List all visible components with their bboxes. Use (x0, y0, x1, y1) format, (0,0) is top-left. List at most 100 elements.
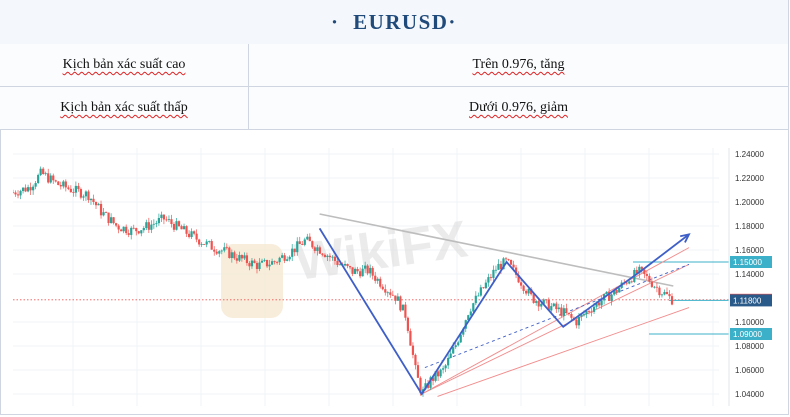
candle-body (263, 259, 266, 261)
candle-body (109, 217, 113, 224)
candle-body (592, 306, 596, 312)
price-chart-svg[interactable]: WikiFX 1.240001.220001.200001.180001.160… (11, 148, 778, 412)
price-tag-label: 1.09000 (733, 330, 762, 339)
candles (11, 166, 674, 397)
candle-body (157, 218, 160, 224)
candle-body (522, 285, 525, 291)
candle-body (366, 265, 369, 274)
candle-body (525, 290, 528, 294)
candle-body (336, 260, 339, 266)
candle-body (565, 308, 568, 313)
candle-body (394, 295, 397, 301)
candle-body (42, 168, 45, 174)
candle-body (233, 252, 236, 259)
candle-body (84, 191, 88, 197)
candle-body (270, 261, 274, 265)
candle-body (545, 299, 548, 301)
candle-body (14, 192, 17, 195)
candle-body (281, 255, 284, 258)
candle-body (220, 250, 223, 252)
candle-body (520, 282, 523, 286)
candle-body (102, 212, 105, 216)
candle-body (444, 365, 447, 369)
candle-body (115, 223, 118, 226)
candle-body (653, 286, 656, 288)
candle-body (449, 353, 452, 359)
candle-body (248, 263, 251, 267)
candle-body (198, 239, 201, 245)
y-tick-label: 1.20000 (735, 198, 764, 207)
candle-body (585, 311, 588, 315)
candle-body (255, 262, 259, 269)
candle-body (228, 247, 231, 259)
candle-body (537, 301, 540, 307)
candle-body (361, 268, 364, 277)
candle-body (608, 292, 611, 301)
candle-body (655, 286, 659, 288)
y-tick-label: 1.18000 (735, 222, 764, 231)
candle-body (575, 319, 578, 326)
price-tag (730, 328, 772, 340)
candle-body (595, 302, 598, 307)
candle-body (406, 317, 410, 331)
candle-body (391, 294, 394, 296)
candle-body (318, 247, 321, 254)
scenario-value-high: Trên 0.976, tăng (249, 44, 788, 86)
candle-body (142, 227, 145, 231)
candle-body (16, 194, 20, 196)
candle-body (167, 219, 171, 220)
candle-body (301, 243, 304, 245)
candle-body (517, 274, 520, 283)
price-tag-label: 1.15000 (733, 258, 762, 267)
candle-body (250, 260, 254, 267)
candle-body (353, 268, 357, 274)
candle-body (62, 181, 65, 187)
candle-body (552, 303, 555, 307)
candle-body (567, 312, 570, 314)
candle-body (210, 241, 213, 250)
candle-body (308, 236, 311, 242)
y-tick-label: 1.24000 (735, 150, 764, 159)
candle-body (469, 311, 472, 316)
candle-body (371, 267, 374, 276)
candle-body (19, 191, 22, 196)
candle-body (225, 247, 228, 249)
price-chart[interactable]: WikiFX 1.24000 1.22000 1.20000 1.18000 1.160… (11, 148, 778, 412)
candle-body (182, 226, 186, 230)
candle-body (44, 173, 47, 175)
candle-body (555, 303, 558, 310)
candle-body (193, 231, 196, 234)
candle-body (502, 258, 505, 270)
candle-body (117, 225, 120, 230)
candle-body (283, 255, 286, 261)
arrow-head-icon (680, 233, 691, 243)
candle-body (203, 244, 206, 245)
candle-body (130, 227, 133, 235)
y-tick-label: 1.16000 (735, 246, 764, 255)
candle-body (323, 254, 327, 258)
candle-body (431, 377, 435, 381)
candle-body (69, 188, 72, 193)
candle-body (540, 303, 543, 307)
trend-line-dashed (424, 263, 690, 369)
symbol-name: EURUSD (353, 9, 449, 34)
candle-body (94, 201, 98, 206)
candle-body (459, 334, 462, 343)
candle-body (89, 198, 93, 201)
candle-body (605, 292, 608, 294)
candle-body (479, 287, 482, 296)
candle-body (416, 365, 420, 378)
candle-body (150, 224, 153, 230)
candle-body (104, 212, 108, 213)
candle-body (484, 282, 487, 289)
candle-body (590, 311, 593, 313)
candle-body (87, 191, 90, 201)
candle-body (11, 192, 15, 194)
candle-body (172, 224, 176, 230)
y-tick-label: 1.22000 (735, 174, 764, 183)
trend-line-channel-mid (421, 263, 690, 395)
candle-body (364, 265, 367, 269)
candle-body (238, 255, 241, 261)
candle-body (399, 296, 402, 311)
candle-body (411, 345, 415, 355)
